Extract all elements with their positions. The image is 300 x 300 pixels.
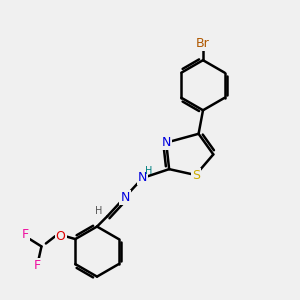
Text: N: N	[120, 190, 130, 204]
Text: O: O	[56, 230, 65, 243]
Text: S: S	[192, 169, 200, 182]
Text: H: H	[146, 167, 153, 176]
Text: N: N	[161, 136, 171, 149]
Text: F: F	[22, 228, 29, 241]
Text: N: N	[138, 172, 147, 184]
Text: H: H	[95, 206, 103, 216]
Text: Br: Br	[196, 38, 210, 50]
Text: F: F	[34, 259, 40, 272]
